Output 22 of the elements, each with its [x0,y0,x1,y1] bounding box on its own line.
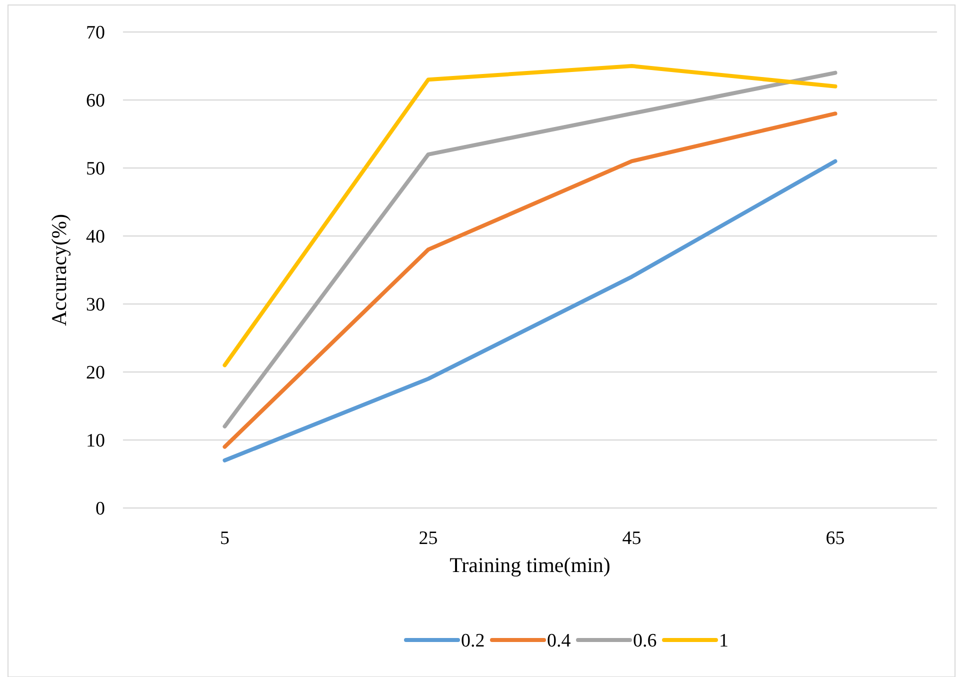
y-tick-label: 30 [86,294,105,316]
x-tick-label: 65 [826,528,845,549]
x-tick-label: 25 [418,528,438,549]
y-tick-label: 60 [86,90,105,112]
legend-label: 0.2 [461,630,485,652]
y-tick-label: 20 [86,362,105,384]
line-series [222,159,838,462]
x-axis-title: Training time(min) [450,553,610,577]
legend-label: 1 [719,630,728,652]
y-tick-label: 50 [86,158,105,180]
legend-label: 0.4 [547,630,572,652]
x-tick-label: 5 [220,528,230,549]
line-series [222,64,838,368]
line-series [222,70,838,428]
y-tick-label: 70 [86,22,105,44]
line-series [222,112,838,449]
y-tick-label: 0 [96,498,105,520]
legend-label: 0.6 [633,630,657,652]
x-tick-label: 45 [622,528,642,549]
y-tick-label: 40 [86,226,105,248]
y-axis-title: Accuracy(%) [47,214,71,326]
y-tick-label: 10 [86,430,105,452]
